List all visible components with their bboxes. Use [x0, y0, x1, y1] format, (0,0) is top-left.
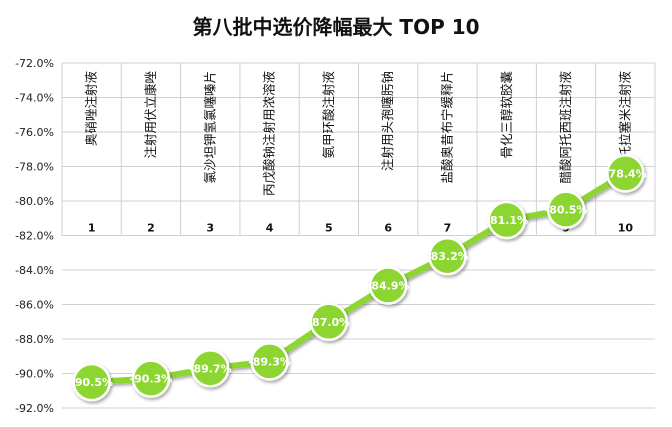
category-label: 7	[444, 222, 452, 235]
data-point	[368, 266, 408, 305]
y-tick-label: -74.0%	[15, 92, 54, 105]
category-label: 2	[147, 222, 155, 235]
data-label: -81.1%	[485, 214, 528, 227]
data-label: -89.7%	[189, 362, 232, 375]
category-label: 3	[206, 222, 214, 235]
drug-name-label: 托拉塞米注射液	[617, 71, 632, 159]
y-axis: -72.0% -74.0% -76.0% -78.0% -80.0% -82.0% -84.…	[15, 57, 54, 415]
y-tick-label: -82.0%	[15, 230, 54, 243]
data-point	[309, 302, 349, 341]
data-point	[191, 349, 230, 388]
drug-name-label: 氨甲环酸注射液	[321, 71, 336, 159]
data-label: -84.9%	[367, 280, 410, 293]
drug-name-label: 注射用头孢噻肟钠	[380, 71, 395, 171]
drug-name-label: 注射用伏立康唑	[143, 71, 158, 159]
y-tick-label: -76.0%	[15, 126, 54, 139]
series-line	[91, 170, 627, 386]
series: -90.5% -90.3% -89.7% -89.3% -87.0% -84.9% -83.…	[70, 154, 647, 402]
data-label: -83.2%	[426, 250, 469, 263]
category-table: 12345678910奥硝唑注射液注射用伏立康唑氯沙坦钾氢氯噻嗪片丙戊酸钠注射用…	[61, 63, 656, 236]
data-label: -80.5%	[545, 204, 588, 217]
category-label: 1	[88, 222, 96, 235]
y-tick-label: -78.0%	[15, 161, 54, 174]
data-point	[606, 154, 645, 193]
chart-title: 第八批中选价降幅最大 TOP 10	[192, 15, 479, 39]
y-tick-label: -80.0%	[15, 195, 54, 208]
category-label: 6	[384, 222, 392, 235]
y-tick-label: -92.0%	[15, 402, 54, 415]
category-label: 5	[325, 222, 333, 235]
drug-name-label: 骨化三醇软胶囊	[499, 71, 514, 159]
category-label: 10	[618, 222, 634, 235]
drug-name-label: 奥硝唑注射液	[84, 71, 99, 147]
data-label: -78.4%	[604, 167, 647, 180]
data-label: -89.3%	[248, 355, 291, 368]
drug-name-label: 盐酸奥昔布宁缓释片	[439, 71, 454, 184]
y-tick-label: -86.0%	[15, 299, 54, 312]
drug-name-label: 氯沙坦钾氢氯噻嗪片	[202, 71, 217, 184]
data-point	[487, 200, 526, 240]
drug-name-label: 丙戊酸钠注射用浓溶液	[262, 71, 277, 197]
category-label: 4	[266, 222, 274, 235]
data-point	[72, 362, 111, 402]
data-label: -87.0%	[307, 316, 350, 329]
data-label: -90.3%	[130, 373, 173, 386]
data-point	[250, 342, 289, 381]
y-tick-label: -84.0%	[15, 264, 54, 277]
data-point	[131, 359, 171, 398]
y-tick-label: -90.0%	[15, 368, 54, 381]
data-label: -90.5%	[70, 376, 113, 389]
y-tick-label: -72.0%	[15, 57, 54, 70]
data-point	[428, 236, 467, 276]
y-tick-label: -88.0%	[15, 333, 54, 346]
data-point	[546, 190, 586, 229]
drug-name-label: 醋酸阿托西班注射液	[558, 71, 573, 184]
